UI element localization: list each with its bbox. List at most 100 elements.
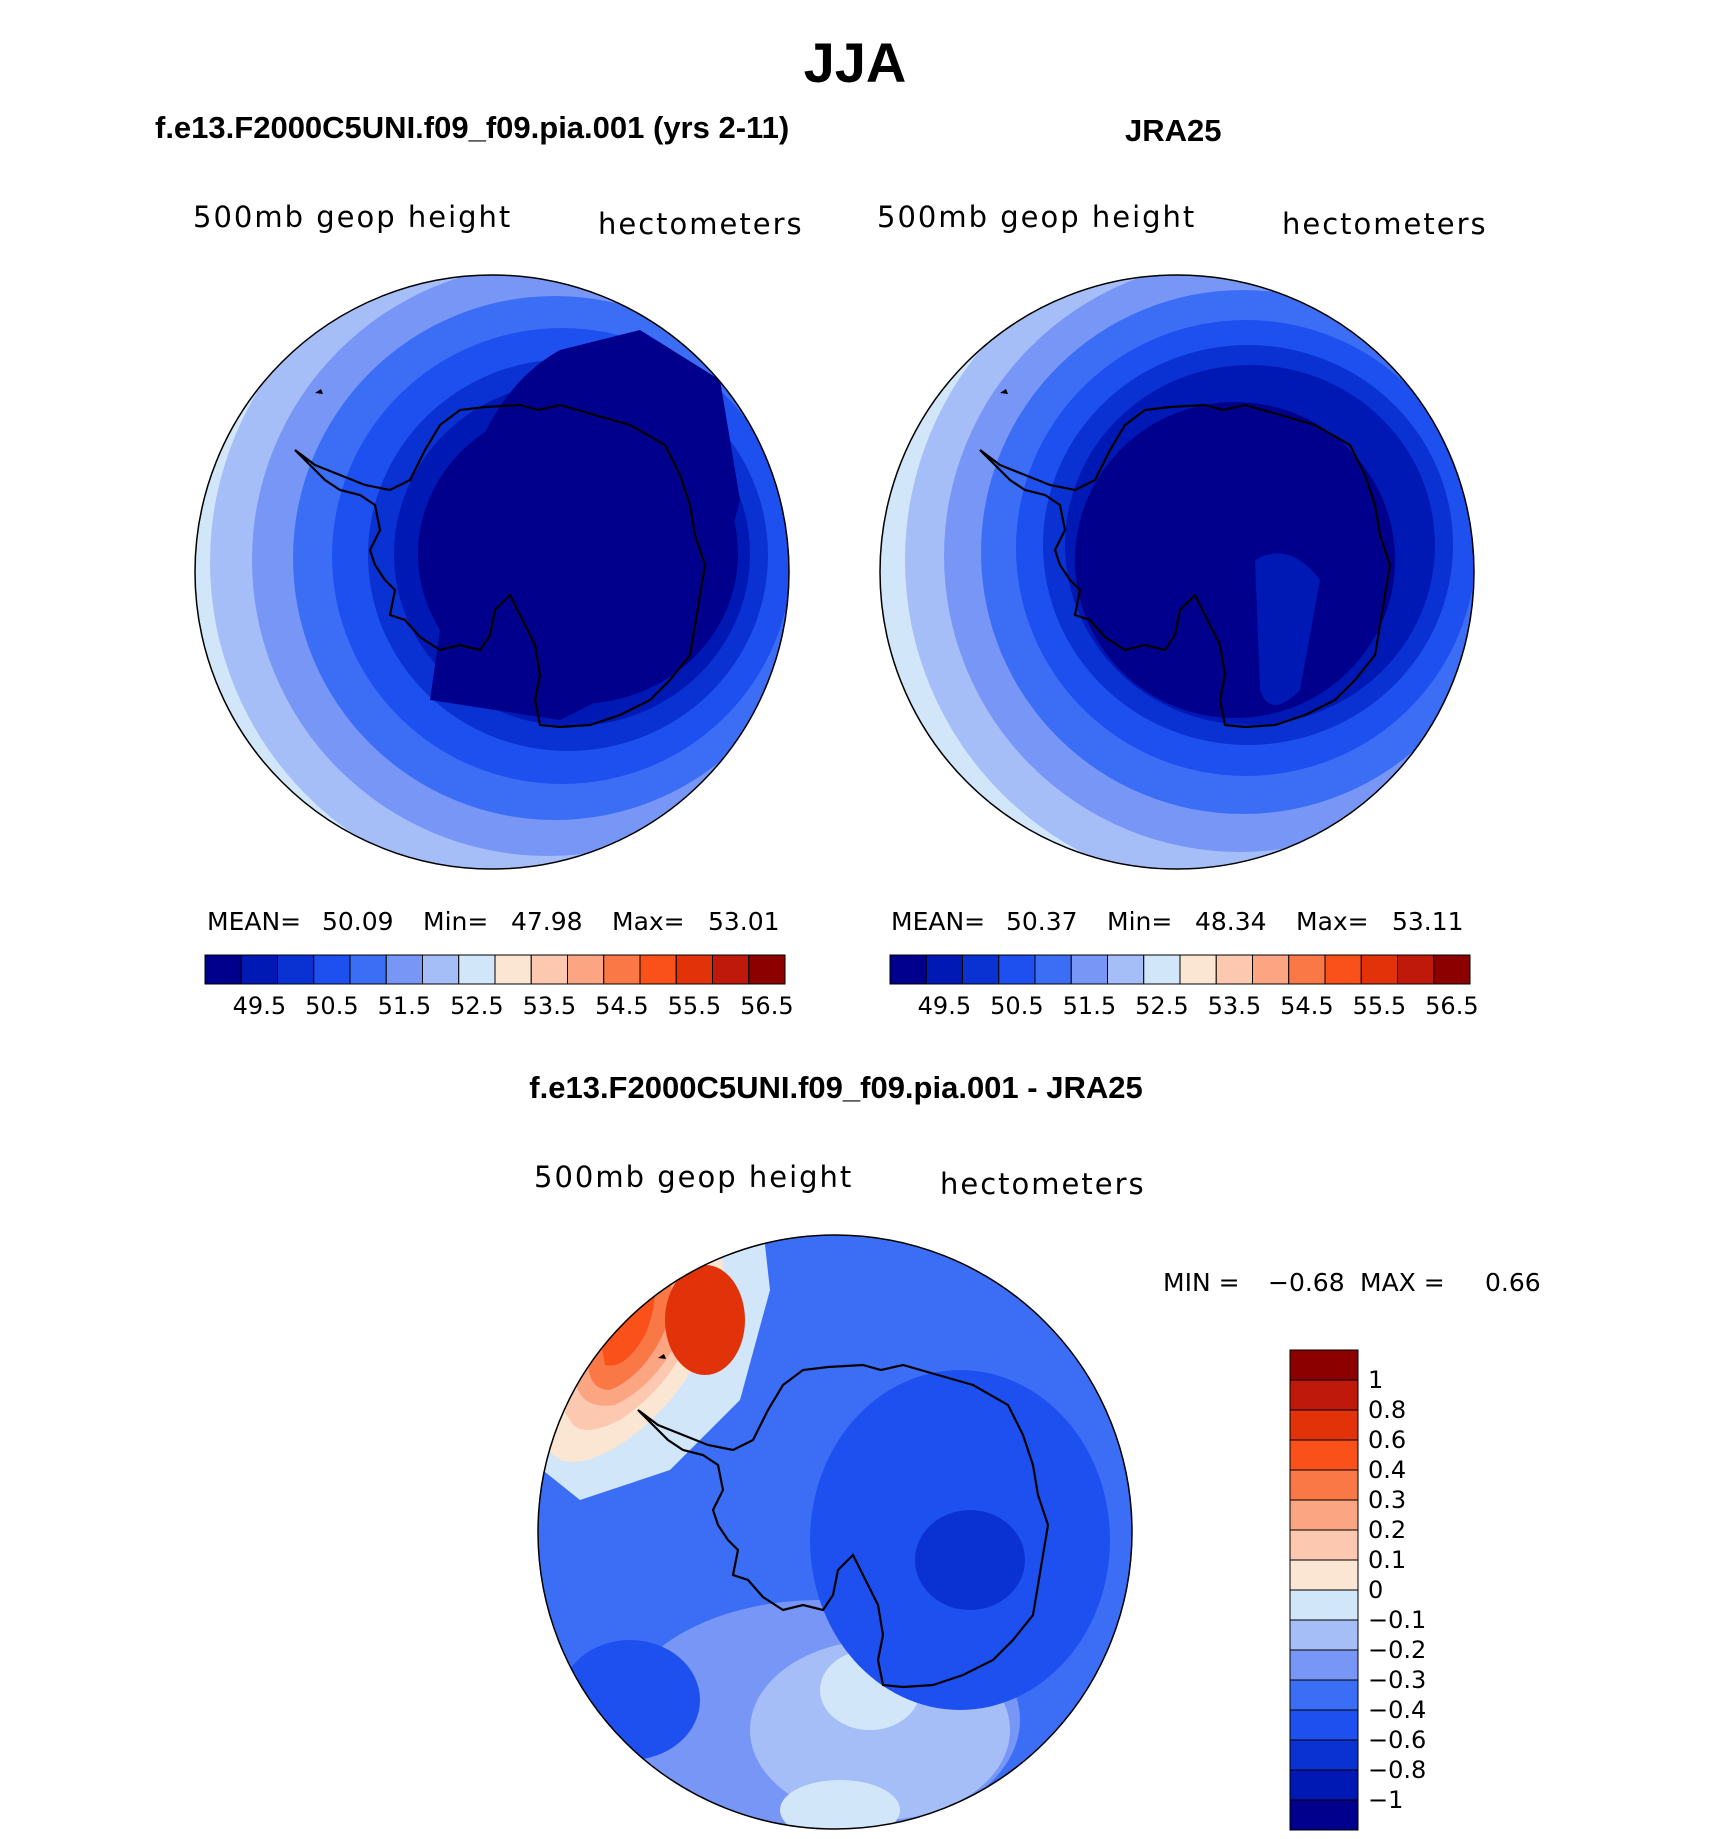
- diff-max-value: 0.66: [1485, 1268, 1541, 1297]
- panel2-colorbar-tick-label: 50.5: [990, 992, 1044, 1020]
- panel1-colorbar-swatch-1: [240, 954, 278, 985]
- panel2-colorbar-tick-label: 54.5: [1280, 992, 1334, 1020]
- diff-map: [537, 1234, 1133, 1830]
- panel2-colorbar: [889, 954, 1471, 985]
- panel2-colorbar-tick-label: 56.5: [1425, 992, 1479, 1020]
- diff-min-value: −0.68: [1268, 1268, 1345, 1297]
- diff-variable-label: 500mb geop height: [534, 1160, 854, 1194]
- panel2-colorbar-tick-label: 52.5: [1135, 992, 1189, 1020]
- panel1-mean-value: 50.09: [322, 907, 394, 936]
- diff-colorbar-swatch-5: [1289, 1499, 1359, 1531]
- diff-colorbar-swatch-11: [1289, 1679, 1359, 1711]
- panel2-colorbar-swatch-6: [1107, 954, 1145, 985]
- diff-colorbar-swatch-2: [1289, 1409, 1359, 1441]
- diff-colorbar-tick-label: −0.6: [1368, 1726, 1427, 1754]
- panel2-colorbar-swatch-9: [1215, 954, 1253, 985]
- diff-colorbar-tick-label: 0.6: [1368, 1426, 1407, 1454]
- panel1-colorbar-swatch-9: [530, 954, 568, 985]
- panel2-colorbar-tick-label: 55.5: [1352, 992, 1407, 1020]
- panel1-colorbar-tick-label: 53.5: [522, 992, 577, 1020]
- panel2-colorbar-swatch-0: [889, 954, 927, 985]
- diff-units-label: hectometers: [940, 1167, 1146, 1201]
- panel1-colorbar-swatch-6: [422, 954, 460, 985]
- panel2-title: JRA25: [1125, 113, 1222, 148]
- panel1-colorbar-swatch-15: [748, 954, 786, 985]
- diff-colorbar-swatch-3: [1289, 1439, 1359, 1471]
- panel1-colorbar-tick-label: 56.5: [740, 992, 794, 1020]
- panel2-colorbar-swatch-15: [1433, 954, 1471, 985]
- panel2-colorbar-swatch-11: [1288, 954, 1326, 985]
- panel1-colorbar-swatch-3: [313, 954, 351, 985]
- diff-colorbar-swatch-7: [1289, 1559, 1359, 1591]
- panel2-colorbar-swatch-4: [1034, 954, 1072, 985]
- panel1-colorbar-swatch-14: [712, 954, 750, 985]
- panel2-colorbar-swatch-12: [1324, 954, 1362, 985]
- panel1-colorbar-tick-label: 55.5: [667, 992, 722, 1020]
- diff-colorbar-swatch-9: [1289, 1619, 1359, 1651]
- panel1-variable-label: 500mb geop height: [193, 200, 513, 234]
- diff-colorbar-tick-label: −0.2: [1368, 1636, 1427, 1664]
- diff-colorbar-tick-label: −0.1: [1368, 1606, 1427, 1634]
- panel1-map: [194, 274, 790, 870]
- diff-colorbar-tick-label: −1: [1368, 1786, 1404, 1814]
- diff-colorbar-tick-label: 0: [1368, 1576, 1384, 1604]
- panel2-colorbar-swatch-7: [1143, 954, 1181, 985]
- diff-colorbar-swatch-10: [1289, 1649, 1359, 1681]
- panel1-units-label: hectometers: [598, 207, 804, 241]
- panel2-colorbar-swatch-2: [962, 954, 1000, 985]
- figure-title: JJA: [803, 31, 907, 94]
- diff-min-label: MIN =: [1163, 1268, 1240, 1297]
- diff-colorbar-tick-label: −0.3: [1368, 1666, 1427, 1694]
- panel2-max-label: Max=: [1296, 907, 1369, 936]
- panel2-colorbar-swatch-10: [1252, 954, 1290, 985]
- diff-colorbar-swatch-15: [1289, 1799, 1359, 1831]
- panel1-colorbar-swatch-8: [494, 954, 532, 985]
- panel2-units-label: hectometers: [1282, 207, 1488, 241]
- diff-colorbar-tick-label: 1: [1368, 1366, 1384, 1394]
- panel1-mean-label: MEAN=: [207, 907, 302, 936]
- diff-colorbar-swatch-1: [1289, 1379, 1359, 1411]
- diff-panel-title: f.e13.F2000C5UNI.f09_f09.pia.001 - JRA25: [529, 1070, 1143, 1105]
- panel1-colorbar-swatch-0: [204, 954, 242, 985]
- diff-colorbar-swatch-0: [1289, 1349, 1359, 1381]
- diff-colorbar-swatch-12: [1289, 1709, 1359, 1741]
- panel2-colorbar-swatch-5: [1070, 954, 1108, 985]
- panel2-min-label: Min=: [1107, 907, 1173, 936]
- panel2-min-value: 48.34: [1195, 907, 1267, 936]
- panel2-max-value: 53.11: [1392, 907, 1464, 936]
- diff-colorbar-tick-label: 0.4: [1368, 1456, 1407, 1484]
- panel2-colorbar-tick-label: 51.5: [1062, 992, 1117, 1020]
- panel1-colorbar-swatch-13: [675, 954, 713, 985]
- panel2-colorbar-tick-label: 53.5: [1207, 992, 1262, 1020]
- diff-colorbar-swatch-4: [1289, 1469, 1359, 1501]
- panel1-colorbar-tick-label: 51.5: [377, 992, 432, 1020]
- panel1-colorbar-swatch-5: [385, 954, 423, 985]
- diff-colorbar-swatch-6: [1289, 1529, 1359, 1561]
- diff-colorbar-swatch-8: [1289, 1589, 1359, 1621]
- panel2-colorbar-swatch-14: [1397, 954, 1435, 985]
- panel2-map-border: [879, 274, 1475, 870]
- diff-colorbar: [1289, 1349, 1359, 1831]
- panel2-colorbar-swatch-1: [925, 954, 963, 985]
- panel1-min-value: 47.98: [511, 907, 583, 936]
- panel2-colorbar-tick-label: 49.5: [917, 992, 972, 1020]
- panel1-max-label: Max=: [612, 907, 685, 936]
- panel1-colorbar-tick-label: 49.5: [232, 992, 287, 1020]
- panel1-title: f.e13.F2000C5UNI.f09_f09.pia.001 (yrs 2-…: [155, 110, 790, 145]
- panel2-mean-value: 50.37: [1006, 907, 1078, 936]
- panel2-colorbar-swatch-3: [998, 954, 1036, 985]
- diff-colorbar-tick-label: 0.8: [1368, 1396, 1407, 1424]
- diff-colorbar-tick-label: 0.3: [1368, 1486, 1407, 1514]
- panel2-colorbar-swatch-8: [1179, 954, 1217, 985]
- diff-colorbar-tick-label: −0.4: [1368, 1696, 1427, 1724]
- panel1-colorbar-tick-label: 50.5: [305, 992, 359, 1020]
- panel1-colorbar-tick-label: 54.5: [595, 992, 649, 1020]
- panel1-colorbar-swatch-10: [567, 954, 605, 985]
- panel1-max-value: 53.01: [708, 907, 780, 936]
- diff-map-border: [537, 1234, 1133, 1830]
- panel1-map-border: [194, 274, 790, 870]
- panel2-variable-label: 500mb geop height: [877, 200, 1197, 234]
- panel1-colorbar: [204, 954, 786, 985]
- diff-colorbar-tick-label: 0.2: [1368, 1516, 1407, 1544]
- panel1-colorbar-swatch-12: [639, 954, 677, 985]
